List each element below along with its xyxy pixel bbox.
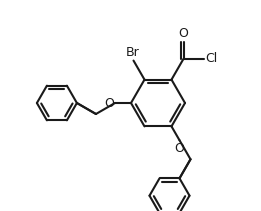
Text: Br: Br — [126, 46, 139, 59]
Text: Cl: Cl — [205, 52, 218, 65]
Text: O: O — [175, 142, 185, 155]
Text: O: O — [179, 27, 188, 40]
Text: O: O — [104, 96, 114, 110]
